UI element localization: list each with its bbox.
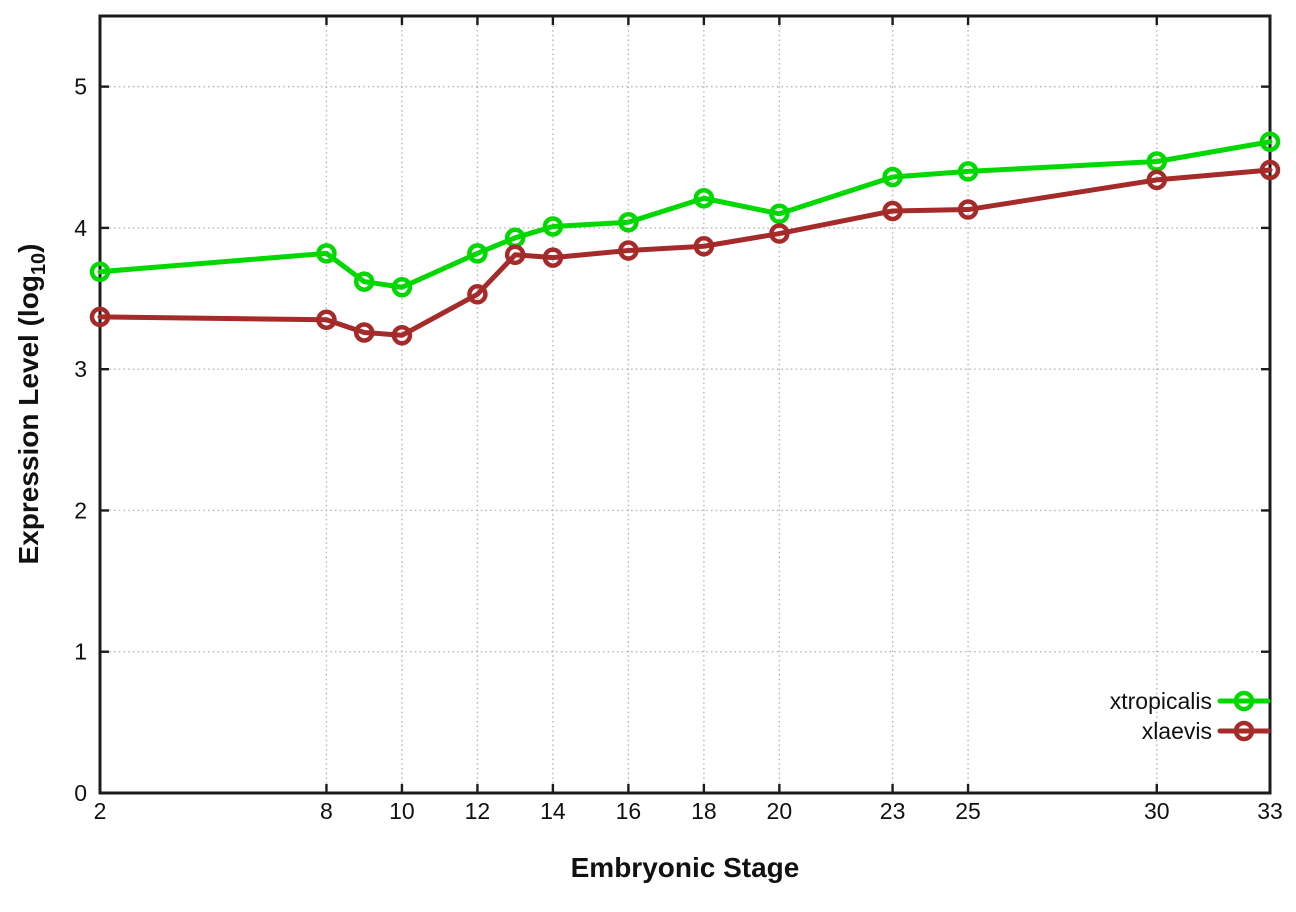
data-point-xlaevis <box>882 200 903 222</box>
data-point-xtropicalis <box>769 203 790 225</box>
data-point-xtropicalis <box>882 166 903 188</box>
y-tick-label: 4 <box>74 215 87 241</box>
x-tick-label: 14 <box>540 798 566 824</box>
data-point-xtropicalis <box>542 216 564 237</box>
data-point-xtropicalis <box>618 212 639 233</box>
data-point-xlaevis <box>769 223 790 244</box>
y-axis-title: Expression Level (log10) <box>13 244 50 565</box>
x-axis-title: Embryonic Stage <box>571 852 800 883</box>
data-point-xtropicalis <box>391 276 413 298</box>
data-point-xlaevis <box>353 322 375 343</box>
data-point-xlaevis <box>467 284 488 305</box>
y-tick-label: 3 <box>74 356 87 382</box>
data-point-xtropicalis <box>89 261 111 282</box>
series-line-xtropicalis <box>97 139 1273 290</box>
data-point-xlaevis <box>89 306 111 328</box>
data-point-xlaevis <box>618 240 639 261</box>
data-point-xtropicalis <box>693 187 715 209</box>
data-point-xlaevis <box>693 236 715 257</box>
x-tick-label: 12 <box>465 798 491 824</box>
data-point-xtropicalis <box>353 271 375 292</box>
data-point-xtropicalis <box>957 161 979 182</box>
y-axis-title-subscript: 10 <box>28 253 50 275</box>
legend-marker-xtropicalis <box>1233 690 1255 712</box>
data-point-xlaevis <box>957 199 979 220</box>
y-tick-label: 0 <box>74 780 87 806</box>
series-line-xlaevis <box>97 167 1273 338</box>
legend-marker-xlaevis <box>1233 720 1255 742</box>
y-tick-label: 5 <box>74 74 87 100</box>
legend-label-xlaevis: xlaevis <box>1142 718 1212 744</box>
x-tick-label: 30 <box>1144 798 1170 824</box>
x-tick-label: 23 <box>880 798 906 824</box>
y-axis-title-main: Expression Level (log <box>13 275 44 564</box>
data-point-xlaevis <box>542 247 564 268</box>
y-tick-label: 2 <box>74 497 87 523</box>
y-axis-title-close: ) <box>13 244 44 253</box>
data-point-xlaevis <box>316 309 337 330</box>
y-tick-label: 1 <box>74 639 87 665</box>
data-point-xtropicalis <box>1259 131 1281 152</box>
data-point-xtropicalis <box>1146 151 1168 172</box>
x-tick-label: 10 <box>389 798 415 824</box>
x-tick-label: 16 <box>616 798 642 824</box>
x-tick-label: 25 <box>955 798 981 824</box>
data-point-xtropicalis <box>316 243 337 264</box>
x-tick-label: 33 <box>1257 798 1283 824</box>
x-tick-label: 20 <box>767 798 793 824</box>
x-tick-label: 2 <box>94 798 107 824</box>
data-point-xlaevis <box>1146 169 1168 191</box>
data-point-xtropicalis <box>467 243 488 264</box>
x-tick-label: 18 <box>691 798 717 824</box>
data-point-xlaevis <box>504 244 526 266</box>
data-point-xlaevis <box>391 325 413 346</box>
legend-label-xtropicalis: xtropicalis <box>1110 688 1212 714</box>
data-point-xlaevis <box>1259 159 1281 181</box>
plot-frame <box>98 14 1272 795</box>
x-tick-label: 8 <box>320 798 333 824</box>
